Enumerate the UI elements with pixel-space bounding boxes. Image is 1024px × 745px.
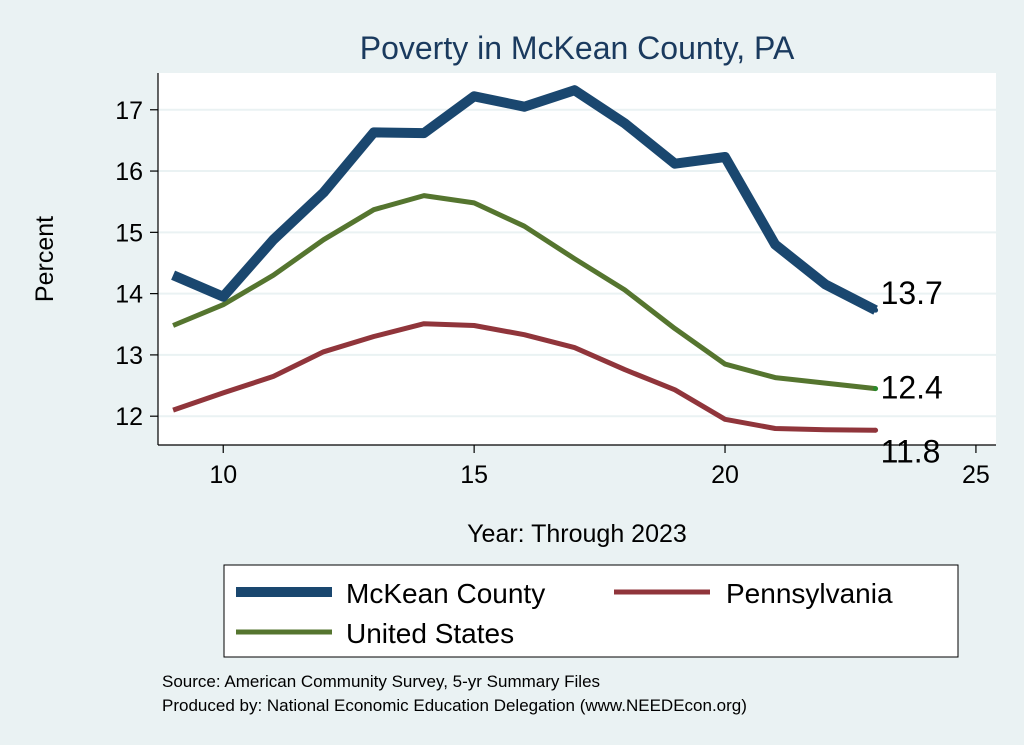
legend-label-pennsylvania: Pennsylvania — [726, 578, 893, 609]
series-line-pennsylvania — [172, 321, 876, 433]
x-tick-label-10: 10 — [209, 461, 237, 489]
legend-box — [223, 564, 959, 658]
series-line-mckean-county — [171, 85, 878, 315]
y-tick-label-13: 13 — [115, 342, 143, 370]
x-tick-label-25: 25 — [962, 461, 990, 489]
end-marker-mckean-county — [873, 307, 879, 313]
end-labels: 13.7 11.8 12.4 — [873, 275, 943, 469]
legend-label-mckean: McKean County — [346, 578, 545, 609]
x-ticks: 10 15 20 25 — [209, 445, 990, 489]
y-tick-label-17: 17 — [115, 97, 143, 125]
legend-label-united-states: United States — [346, 618, 514, 649]
y-ticks: 12 13 14 15 16 17 — [115, 97, 158, 431]
x-tick-label-20: 20 — [711, 461, 739, 489]
end-label-mckean-county: 13.7 — [881, 275, 943, 311]
y-tick-label-16: 16 — [115, 158, 143, 186]
end-marker-pennsylvania — [873, 427, 879, 433]
gridlines — [158, 108, 996, 418]
x-axis-title: Year: Through 2023 — [467, 520, 687, 548]
end-label-pennsylvania: 11.8 — [881, 433, 941, 469]
series-group — [171, 85, 878, 433]
legend: McKean County Pennsylvania United States — [223, 564, 959, 658]
y-tick-label-12: 12 — [115, 403, 143, 431]
x-tick-label-15: 15 — [460, 461, 488, 489]
y-axis-title: Percent — [31, 216, 59, 302]
y-tick-label-15: 15 — [115, 219, 143, 247]
y-tick-label-14: 14 — [115, 281, 143, 309]
produced-by-note: Produced by: National Economic Education… — [162, 696, 747, 715]
end-label-united-states: 12.4 — [881, 370, 943, 406]
chart-title: Poverty in McKean County, PA — [360, 30, 795, 66]
axes — [157, 73, 996, 446]
series-line-united-states — [172, 193, 876, 392]
source-note: Source: American Community Survey, 5-yr … — [162, 672, 600, 691]
end-marker-united-states — [873, 386, 879, 392]
